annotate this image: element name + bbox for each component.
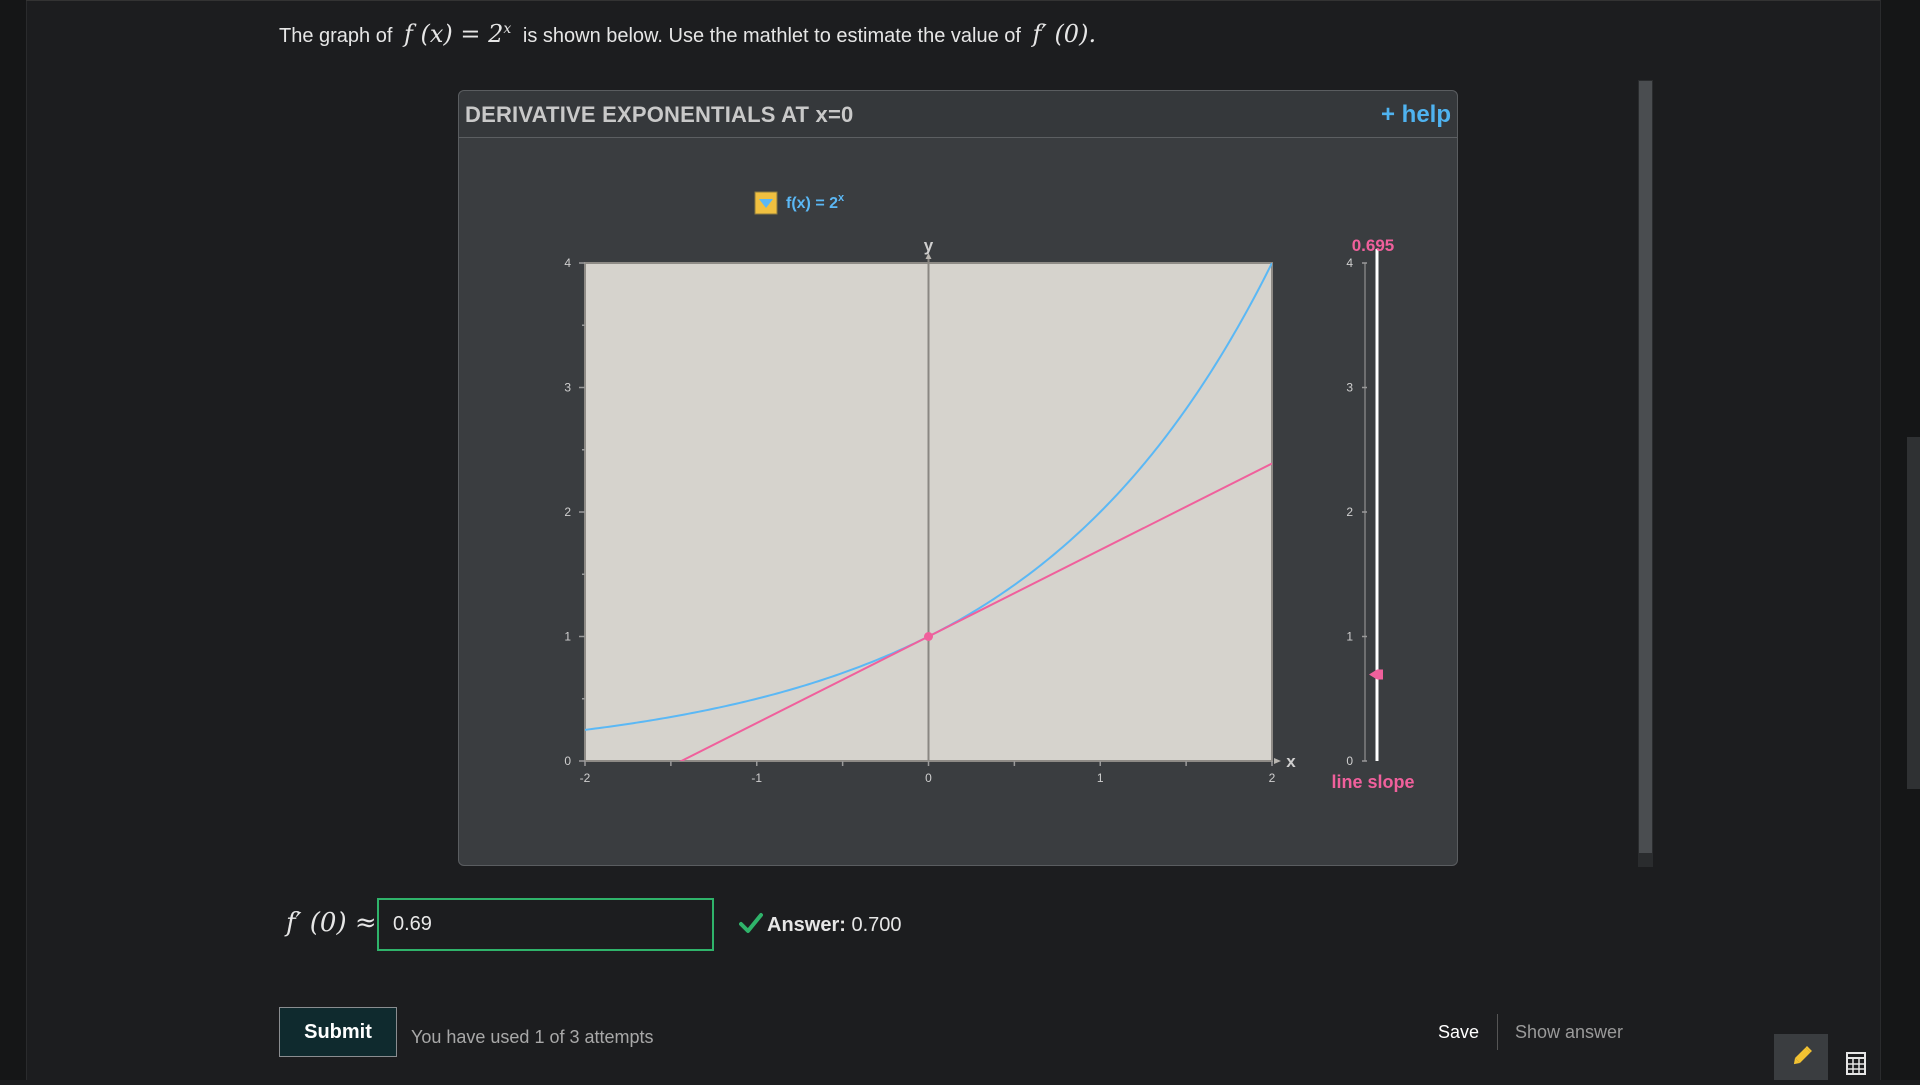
x-tick-label: 1 <box>1097 771 1104 785</box>
prompt-text-middle: is shown below. Use the mathlet to estim… <box>522 25 1021 47</box>
answer-label: f′ (0) ≈ <box>286 908 377 938</box>
show-answer-button[interactable]: Show answer <box>1515 1022 1624 1042</box>
calculator-icon <box>1846 1052 1866 1075</box>
left-rail <box>0 0 27 1080</box>
answer-feedback: Answer: 0.700 <box>767 914 902 937</box>
x-tick-label: -2 <box>580 771 591 785</box>
slider-handle[interactable] <box>1369 669 1383 680</box>
slider-tick-label: 4 <box>1346 256 1353 270</box>
dropdown-icon <box>759 199 773 208</box>
feedback-value: 0.700 <box>851 914 902 936</box>
problem-prompt: The graph of f (x) = 2x is shown below. … <box>279 20 1102 48</box>
x-axis-label: x <box>1286 752 1296 771</box>
check-icon <box>739 913 763 933</box>
y-tick-label: 0 <box>564 754 571 768</box>
y-tick-label: 4 <box>564 256 571 270</box>
content-scrollbar[interactable] <box>1639 81 1652 853</box>
top-divider <box>26 0 1880 1</box>
derivative-formula: f′ (0). <box>1032 20 1097 48</box>
x-tick-label: 0 <box>925 771 932 785</box>
function-legend-label: f(x) = 2x <box>786 192 845 212</box>
y-axis-arrow <box>925 253 932 259</box>
pencil-tool-button[interactable] <box>1774 1034 1828 1080</box>
mathlet-panel: DERIVATIVE EXPONENTIALS AT x=0 + help f(… <box>458 90 1458 866</box>
pencil-icon <box>1793 1046 1812 1065</box>
prompt-text-before: The graph of <box>279 25 393 47</box>
save-button[interactable]: Save <box>1438 1022 1480 1042</box>
calculator-tool-button[interactable] <box>1830 1040 1880 1080</box>
y-tick-label: 1 <box>564 630 571 644</box>
page-scrollbar[interactable] <box>1907 437 1920 789</box>
slider-tick-label: 3 <box>1346 381 1353 395</box>
attempts-text: You have used 1 of 3 attempts <box>411 1027 654 1047</box>
y-axis-label: y <box>924 236 934 255</box>
answer-input[interactable] <box>377 898 714 951</box>
slider-value-label: 0.695 <box>1352 236 1395 255</box>
x-tick-label: 2 <box>1269 771 1276 785</box>
mathlet-title: DERIVATIVE EXPONENTIALS AT x=0 <box>465 102 854 127</box>
x-axis-arrow <box>1274 758 1281 764</box>
mathlet-header: DERIVATIVE EXPONENTIALS AT x=0 + help <box>459 91 1457 138</box>
tangent-point <box>924 632 933 641</box>
feedback-label: Answer: <box>767 914 846 936</box>
slider-tick-label: 2 <box>1346 505 1353 519</box>
function-formula: f (x) = 2x <box>403 20 512 48</box>
submit-button[interactable]: Submit <box>279 1007 397 1057</box>
slider-tick-label: 0 <box>1346 754 1353 768</box>
action-divider <box>1497 1014 1498 1050</box>
slider-caption: line slope <box>1331 772 1414 792</box>
y-tick-label: 2 <box>564 505 571 519</box>
y-tick-label: 3 <box>564 381 571 395</box>
x-tick-label: -1 <box>751 771 762 785</box>
slider-tick-label: 1 <box>1346 630 1353 644</box>
help-link[interactable]: + help <box>1380 101 1451 128</box>
